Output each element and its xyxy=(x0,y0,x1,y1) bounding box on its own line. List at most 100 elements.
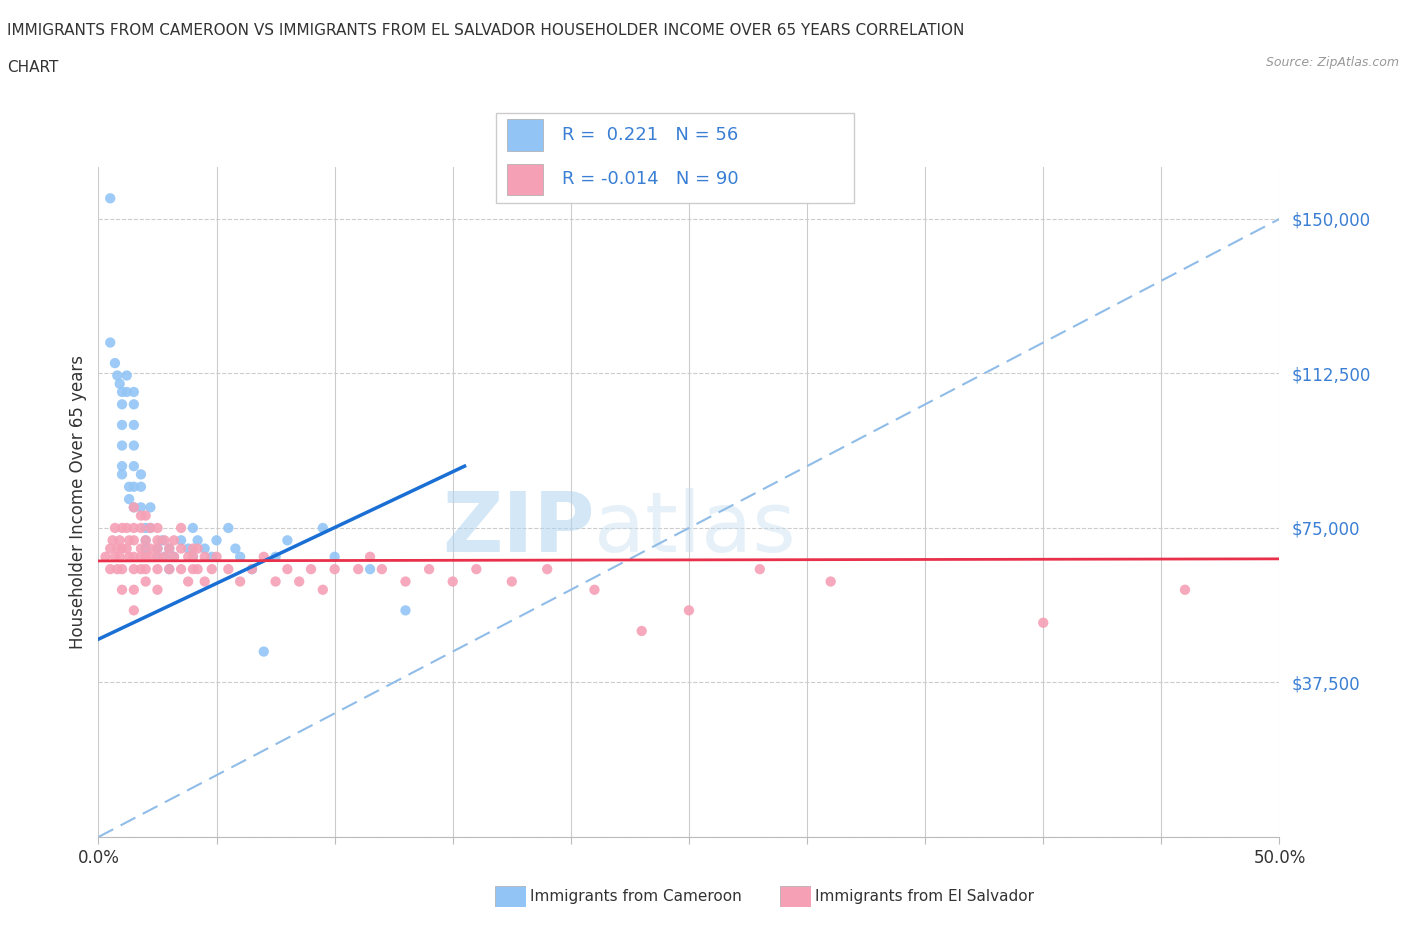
Point xyxy=(122,533,145,548)
Point xyxy=(748,562,770,577)
Point xyxy=(111,521,134,536)
Point xyxy=(229,574,252,589)
Point xyxy=(253,550,276,565)
Point xyxy=(98,541,121,556)
Point xyxy=(146,562,169,577)
Point xyxy=(501,574,523,589)
Point xyxy=(146,541,169,556)
Point xyxy=(129,550,152,565)
Point xyxy=(129,508,152,523)
Point xyxy=(181,541,204,556)
Point xyxy=(371,562,394,577)
Point xyxy=(312,521,335,536)
Point xyxy=(139,521,162,536)
Point xyxy=(111,582,134,597)
Point xyxy=(122,500,145,515)
Point xyxy=(170,562,193,577)
Point xyxy=(276,533,298,548)
Point xyxy=(108,533,131,548)
Point xyxy=(170,521,193,536)
Point xyxy=(157,541,180,556)
Point xyxy=(194,574,217,589)
Point xyxy=(122,550,145,565)
Text: Source: ZipAtlas.com: Source: ZipAtlas.com xyxy=(1265,56,1399,69)
Point xyxy=(630,623,652,638)
Point xyxy=(129,479,152,494)
Point xyxy=(253,644,276,659)
Point xyxy=(122,418,145,432)
Point xyxy=(135,521,157,536)
Point xyxy=(201,550,224,565)
Point xyxy=(135,562,157,577)
Point xyxy=(163,550,186,565)
Point xyxy=(224,541,246,556)
Point xyxy=(150,533,173,548)
Point xyxy=(347,562,370,577)
Point xyxy=(177,574,200,589)
Point xyxy=(146,582,169,597)
Point xyxy=(111,467,134,482)
Point xyxy=(122,397,145,412)
Point xyxy=(111,438,134,453)
Point xyxy=(111,418,134,432)
Point xyxy=(359,550,381,565)
Point xyxy=(118,492,141,507)
Point xyxy=(157,541,180,556)
Text: atlas: atlas xyxy=(595,488,796,569)
Point xyxy=(122,438,145,453)
Point xyxy=(418,562,440,577)
Point xyxy=(146,550,169,565)
Point xyxy=(187,541,209,556)
Point xyxy=(111,562,134,577)
Point xyxy=(359,562,381,577)
Point xyxy=(181,521,204,536)
Point xyxy=(323,550,346,565)
Point xyxy=(170,541,193,556)
Text: ZIP: ZIP xyxy=(441,488,595,569)
Bar xyxy=(506,164,543,195)
Text: Immigrants from Cameroon: Immigrants from Cameroon xyxy=(530,889,742,904)
Point xyxy=(536,562,558,577)
Point xyxy=(135,533,157,548)
Point xyxy=(181,550,204,565)
Point xyxy=(104,521,127,536)
Point xyxy=(111,458,134,473)
Point xyxy=(111,384,134,399)
Point xyxy=(177,550,200,565)
Point xyxy=(146,550,169,565)
Text: R = -0.014   N = 90: R = -0.014 N = 90 xyxy=(561,170,738,189)
Point xyxy=(122,562,145,577)
Point xyxy=(181,550,204,565)
Point xyxy=(678,603,700,618)
Point xyxy=(94,550,117,565)
Point xyxy=(1032,616,1054,631)
Point xyxy=(122,458,145,473)
Bar xyxy=(506,119,543,151)
Point xyxy=(217,562,239,577)
Point xyxy=(98,335,121,350)
Point xyxy=(122,582,145,597)
Point xyxy=(264,574,287,589)
Point xyxy=(105,541,128,556)
Text: Immigrants from El Salvador: Immigrants from El Salvador xyxy=(815,889,1035,904)
Point xyxy=(139,541,162,556)
Point xyxy=(135,574,157,589)
Point xyxy=(104,550,127,565)
Y-axis label: Householder Income Over 65 years: Householder Income Over 65 years xyxy=(69,355,87,649)
Point xyxy=(187,533,209,548)
Point xyxy=(98,562,121,577)
Point xyxy=(177,541,200,556)
Point xyxy=(194,550,217,565)
Point xyxy=(1174,582,1197,597)
Point xyxy=(153,550,176,565)
FancyBboxPatch shape xyxy=(496,113,853,203)
Point xyxy=(181,562,204,577)
Point xyxy=(122,384,145,399)
Point xyxy=(115,541,138,556)
Point xyxy=(299,562,322,577)
Point xyxy=(153,550,176,565)
Point xyxy=(229,550,252,565)
Point xyxy=(135,550,157,565)
Text: CHART: CHART xyxy=(7,60,59,75)
Point xyxy=(264,550,287,565)
